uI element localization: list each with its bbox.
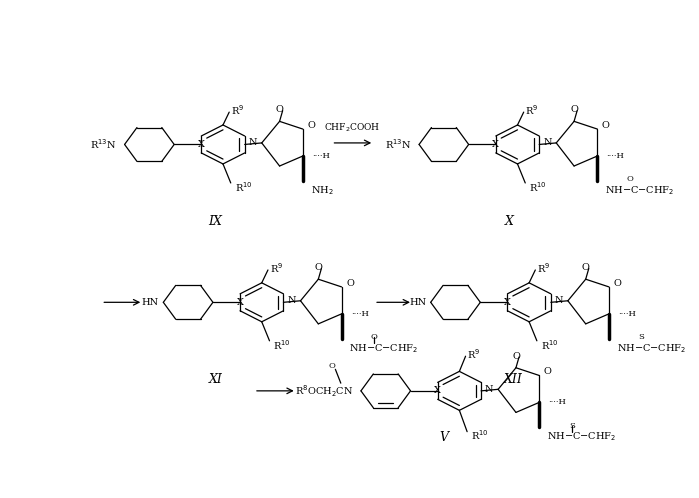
Text: R$^{13}$N: R$^{13}$N [385, 137, 411, 151]
Text: O: O [544, 367, 552, 376]
Text: IX: IX [208, 215, 222, 228]
Text: X: X [434, 386, 441, 395]
Text: ····H: ····H [549, 398, 566, 406]
Text: R$^9$: R$^9$ [231, 103, 244, 117]
Text: N: N [485, 385, 493, 394]
Text: CHF$_2$COOH: CHF$_2$COOH [324, 121, 381, 133]
Text: O: O [614, 278, 621, 287]
Text: R$^9$: R$^9$ [270, 261, 282, 274]
Text: XI: XI [208, 373, 222, 386]
Text: R$^9$: R$^9$ [537, 261, 550, 274]
Text: ····H: ····H [351, 310, 369, 318]
Text: O: O [582, 263, 590, 272]
Text: NH$-$C$-$CHF$_2$: NH$-$C$-$CHF$_2$ [617, 342, 686, 355]
Text: R$^{10}$: R$^{10}$ [471, 429, 489, 442]
Text: R$^{13}$N: R$^{13}$N [90, 137, 117, 151]
Text: N: N [287, 296, 296, 305]
Text: R$^{10}$: R$^{10}$ [273, 338, 291, 352]
Text: HN: HN [142, 298, 159, 307]
Text: R$^{10}$: R$^{10}$ [235, 180, 252, 194]
Text: N: N [249, 138, 257, 147]
Text: S: S [569, 421, 575, 429]
Text: X: X [505, 215, 514, 228]
Text: N: N [543, 138, 552, 147]
Text: NH$-$C$-$CHF$_2$: NH$-$C$-$CHF$_2$ [605, 184, 675, 197]
Text: X: X [236, 298, 243, 307]
Text: X: X [198, 140, 205, 149]
Text: O: O [570, 105, 578, 115]
Text: N: N [555, 296, 563, 305]
Text: O: O [512, 352, 520, 361]
Text: NH$_2$: NH$_2$ [310, 184, 333, 197]
Text: O: O [602, 121, 610, 129]
Text: ····H: ····H [312, 152, 330, 160]
Text: O: O [308, 121, 315, 129]
Text: HN: HN [409, 298, 426, 307]
Text: O: O [315, 263, 322, 272]
Text: R$^9$: R$^9$ [467, 347, 480, 361]
Text: R$^{10}$: R$^{10}$ [541, 338, 559, 352]
Text: O: O [346, 278, 354, 287]
Text: O: O [626, 175, 633, 183]
Text: ····H: ····H [618, 310, 636, 318]
Text: O: O [275, 105, 284, 115]
Text: NH$-$C$-$CHF$_2$: NH$-$C$-$CHF$_2$ [350, 342, 419, 355]
Text: R$^9$: R$^9$ [525, 103, 538, 117]
Text: S: S [639, 333, 644, 341]
Text: O: O [370, 333, 377, 341]
Text: R$^8$OCH$_2$CN: R$^8$OCH$_2$CN [295, 383, 353, 399]
Text: ····H: ····H [607, 152, 624, 160]
Text: O: O [328, 362, 335, 370]
Text: R$^{10}$: R$^{10}$ [529, 180, 547, 194]
Text: X: X [492, 140, 499, 149]
Text: X: X [504, 298, 511, 307]
Text: NH$-$C$-$CHF$_2$: NH$-$C$-$CHF$_2$ [547, 431, 616, 443]
Text: V: V [440, 431, 448, 444]
Text: XII: XII [504, 373, 523, 386]
